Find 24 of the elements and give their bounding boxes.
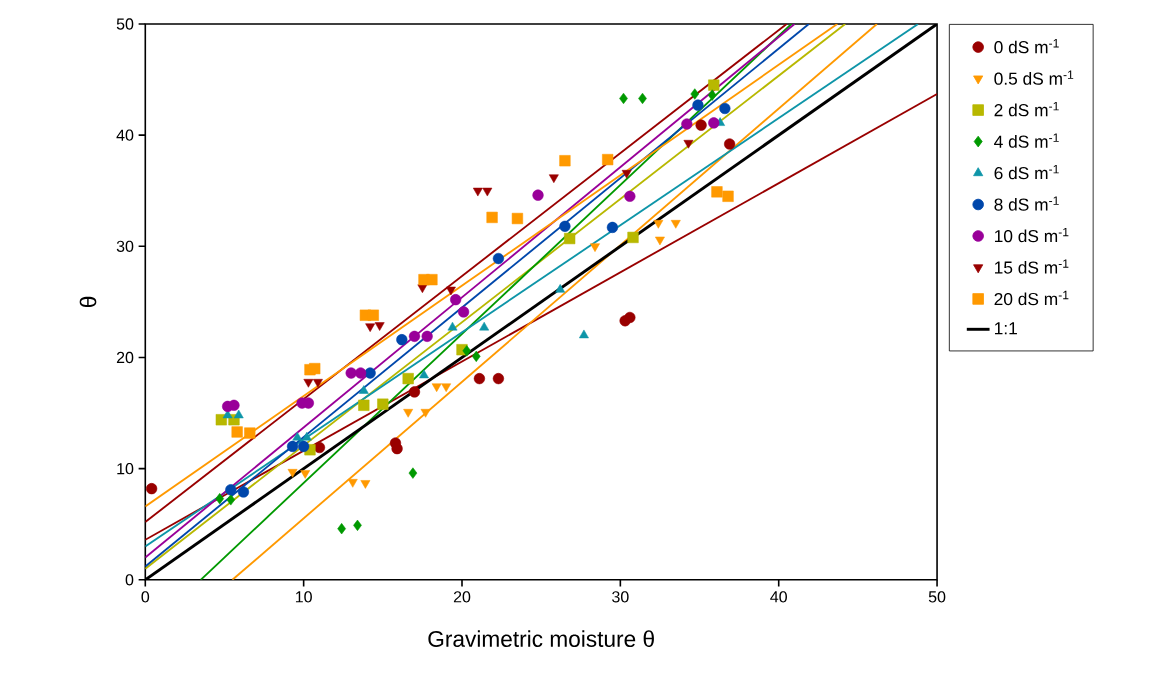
x-tick-label: 40 — [770, 590, 787, 603]
legend-label: 15 dS m$^{-1}$ — [995, 259, 1069, 274]
y-tick-label: 40 — [116, 129, 134, 141]
legend-label: 1:1 — [995, 322, 1017, 335]
legend-label: 8 dS m$^{-1}$ — [994, 196, 1059, 211]
y-tick-label: 50 — [116, 18, 134, 30]
y-tick-label: 30 — [116, 240, 134, 252]
y-tick-label: 0 — [125, 573, 134, 586]
legend-label: 10 dS m$^{-1}$ — [995, 227, 1069, 243]
legend-label: 0.5 dS m$^{-1}$ — [994, 70, 1074, 85]
y-tick-label: 20 — [116, 351, 134, 363]
x-tick-label: 30 — [612, 590, 629, 603]
legend-label: 6 dS m$^{-1}$ — [994, 164, 1059, 180]
legend-label: 2 dS m$^{-1}$ — [994, 101, 1059, 117]
x-axis-title: Gravimetric moisture θ — [428, 630, 654, 647]
x-tick-label: 0 — [141, 590, 150, 603]
x-tick-label: 10 — [295, 590, 312, 603]
legend-label: 0 dS m$^{-1}$ — [994, 38, 1059, 54]
legend-label: 20 dS m$^{-1}$ — [994, 290, 1069, 305]
y-tick-label: 10 — [117, 462, 134, 475]
x-tick-label: 50 — [928, 590, 946, 603]
legend-label: 4 dS m$^{-1}$ — [994, 133, 1059, 148]
y-axis-title: θ — [79, 296, 97, 307]
x-tick-label: 20 — [453, 590, 471, 603]
